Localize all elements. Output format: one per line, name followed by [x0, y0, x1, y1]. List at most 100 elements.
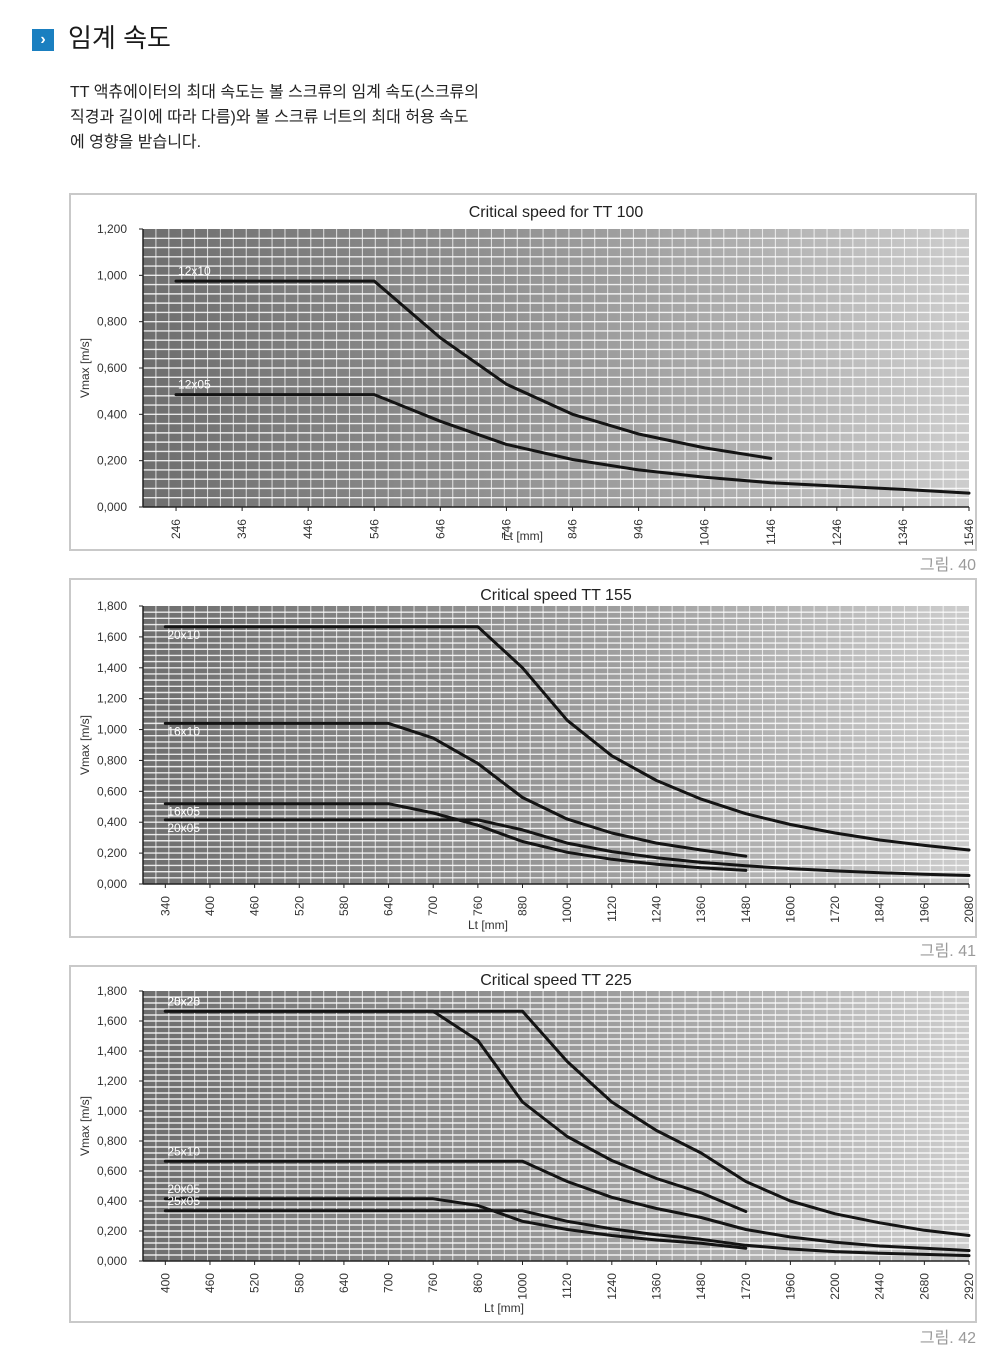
- y-tick-label: 0,600: [97, 361, 127, 375]
- chart-panel-tt155: Critical speed TT 155 0,000 0,200 0,400 0,60…: [69, 578, 977, 938]
- series-label-20x05: 20x05: [167, 1182, 200, 1196]
- x-tick-label: 1960: [783, 1273, 797, 1300]
- x-tick-label: 460: [248, 896, 262, 916]
- x-tick-label: 846: [566, 519, 580, 539]
- y-axis-label: Vmax [m/s]: [78, 338, 92, 398]
- series-line-20x05: [163, 818, 971, 877]
- x-tick-label: 640: [382, 896, 396, 916]
- series-label-25x25: 25x25: [167, 994, 200, 1008]
- y-tick-label: 1,200: [97, 692, 127, 706]
- x-tick-label: 1480: [739, 896, 753, 923]
- x-tick-label: 1546: [962, 519, 975, 546]
- figure-label: 그림. 41: [919, 943, 976, 960]
- x-tick-label: 1240: [649, 896, 663, 923]
- x-tick-label: 1146: [764, 519, 778, 545]
- page-title: 임계 속도: [68, 23, 171, 53]
- y-axis-label: Vmax [m/s]: [78, 1096, 92, 1156]
- y-tick-label: 1,600: [97, 630, 127, 644]
- x-tick-label: 760: [471, 896, 485, 916]
- series-label-12x10: 12x10: [178, 264, 211, 278]
- x-tick-label: 1120: [605, 896, 619, 922]
- series-line-25x10: [163, 1159, 971, 1252]
- y-tick-label: 0,800: [97, 315, 127, 329]
- x-tick-label: 400: [203, 896, 217, 916]
- series-line-12x10: [174, 279, 773, 460]
- chart-tt155: Critical speed TT 155 0,000 0,200 0,400 0,60…: [78, 587, 975, 932]
- x-tick-label: 580: [292, 1273, 306, 1293]
- x-tick-label: 1240: [605, 1273, 619, 1300]
- x-tick-label: 1480: [694, 1273, 708, 1300]
- series-line-25x05: [163, 1209, 971, 1258]
- series-line-12x05: [174, 393, 971, 495]
- x-tick-label: 1046: [698, 519, 712, 546]
- y-tick-label: 0,400: [97, 815, 127, 829]
- x-tick-label: 346: [235, 519, 249, 539]
- x-tick-label: 520: [292, 896, 306, 916]
- x-tick-label: 2920: [962, 1273, 975, 1300]
- x-tick-label: 946: [632, 519, 646, 539]
- series-label-20x05: 20x05: [167, 821, 200, 835]
- y-tick-label: 0,600: [97, 784, 127, 798]
- chart-title: Critical speed for TT 100: [469, 204, 644, 221]
- x-tick-label: 460: [203, 1273, 217, 1293]
- series-line-16x10: [163, 721, 748, 858]
- x-tick-label: 1246: [830, 519, 844, 546]
- y-tick-label: 0,200: [97, 846, 127, 860]
- intro-line: 직경과 길이에 따라 다름)와 볼 스크류 너트의 최대 허용 속도: [70, 109, 469, 126]
- chevron-right-icon: ›: [32, 28, 54, 51]
- x-tick-label: 520: [248, 1273, 262, 1293]
- intro-text: TT 액츄에이터의 최대 속도는 볼 스크류의 임계 속도(스크류의 직경과 길…: [70, 80, 540, 155]
- y-tick-label: 0,000: [97, 1254, 127, 1268]
- x-tick-label: 580: [337, 896, 351, 916]
- x-tick-label: 700: [426, 896, 440, 916]
- series-label-20x20: 20x20: [167, 994, 200, 1008]
- x-tick-label: 646: [433, 519, 447, 539]
- x-tick-label: 640: [337, 1273, 351, 1293]
- x-tick-label: 1120: [560, 1273, 574, 1299]
- x-tick-label: 340: [158, 896, 172, 916]
- series-label-12x05: 12x05: [178, 378, 211, 392]
- x-axis-label: Lt [mm]: [503, 529, 543, 543]
- x-tick-label: 860: [471, 1273, 485, 1293]
- series-label-25x05: 25x05: [167, 1194, 200, 1208]
- gridlines: [143, 606, 969, 884]
- series-line-20x10: [163, 625, 971, 852]
- series-line-16x05: [163, 802, 748, 872]
- y-tick-label: 0,400: [97, 407, 127, 421]
- x-tick-label: 700: [382, 1273, 396, 1293]
- y-axis-label: Vmax [m/s]: [78, 715, 92, 775]
- y-tick-label: 1,400: [97, 661, 127, 675]
- y-tick-label: 0,200: [97, 454, 127, 468]
- y-tick-label: 0,000: [97, 877, 127, 891]
- chart-panel-tt225: Critical speed TT 225 0,000 0,200 0,400 0,60…: [69, 965, 977, 1323]
- y-tick-label: 0,800: [97, 1134, 127, 1148]
- series-label-25x10: 25x10: [167, 1144, 200, 1158]
- y-tick-label: 1,200: [97, 222, 127, 236]
- chart-title: Critical speed TT 155: [480, 587, 632, 604]
- series-label-16x10: 16x10: [167, 724, 200, 738]
- y-tick-label: 1,800: [97, 984, 127, 998]
- gridlines: [143, 229, 969, 507]
- series-line-20x20: [163, 1009, 748, 1213]
- y-tick-label: 0,800: [97, 753, 127, 767]
- x-tick-label: 2200: [828, 1273, 842, 1300]
- y-tick-label: 1,000: [97, 723, 127, 737]
- y-tick-label: 1,000: [97, 268, 127, 282]
- x-tick-label: 1360: [649, 1273, 663, 1300]
- x-tick-label: 246: [169, 519, 183, 539]
- x-tick-label: 880: [516, 896, 530, 916]
- x-tick-label: 1960: [917, 896, 931, 923]
- x-tick-label: 1720: [739, 1273, 753, 1300]
- chart-tt225: Critical speed TT 225 0,000 0,200 0,400 0,60…: [78, 972, 975, 1315]
- x-tick-label: 400: [158, 1273, 172, 1293]
- x-tick-label: 1000: [560, 896, 574, 923]
- y-tick-label: 0,600: [97, 1164, 127, 1178]
- intro-line: 에 영향을 받습니다.: [70, 134, 202, 151]
- section-header: › 임계 속도: [32, 18, 171, 55]
- figure-label: 그림. 42: [919, 1330, 976, 1347]
- series-label-16x05: 16x05: [167, 805, 200, 819]
- x-tick-label: 1840: [873, 896, 887, 923]
- y-tick-label: 1,800: [97, 599, 127, 613]
- x-tick-label: 746: [499, 519, 513, 539]
- y-tick-label: 1,600: [97, 1014, 127, 1028]
